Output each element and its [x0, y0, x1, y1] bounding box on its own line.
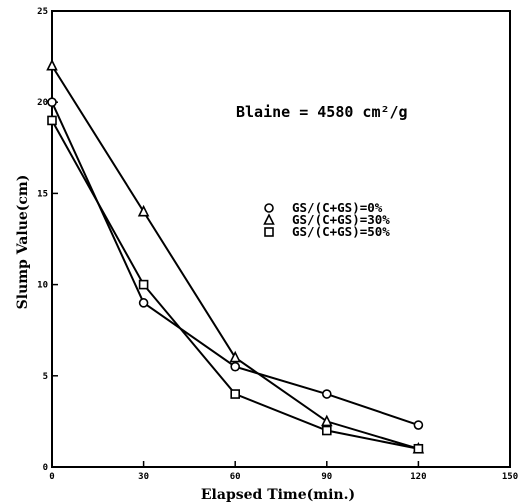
series-3	[47, 115, 424, 454]
legend-label: GS/(C+GS)=30%	[292, 212, 390, 227]
series-line	[51, 101, 419, 426]
legend-marker	[264, 227, 274, 237]
x-tick-label: 0	[49, 472, 54, 482]
data-point	[321, 389, 332, 399]
data-point	[321, 414, 333, 427]
legend-label: GS/(C+GS)=0%	[292, 200, 383, 215]
y-tick-label: 15	[37, 189, 48, 199]
y-tick-label: 20	[37, 98, 48, 108]
x-tick-label: 30	[138, 472, 149, 482]
series-line	[51, 119, 419, 450]
data-point	[46, 58, 58, 71]
data-point	[138, 279, 149, 290]
data-point	[137, 204, 150, 217]
data-point	[138, 298, 149, 308]
data-point	[230, 389, 240, 399]
series-1	[47, 97, 424, 430]
data-point	[413, 420, 424, 430]
y-tick-label: 10	[37, 281, 48, 291]
y-tick-label: 5	[43, 372, 48, 382]
series-2	[46, 58, 425, 454]
y-tick-label: 0	[43, 463, 48, 473]
data-point	[230, 361, 240, 372]
data-point	[229, 350, 241, 363]
data-point	[47, 115, 57, 126]
data-point	[413, 443, 424, 454]
x-axis-title: Elapsed Time(min.)	[201, 487, 355, 503]
x-tick-label: 150	[502, 472, 518, 482]
y-axis-title: Slump Value(cm)	[15, 175, 31, 310]
series-layer	[46, 58, 425, 454]
x-tick-label: 60	[230, 472, 241, 482]
legend-label: GS/(C+GS)=50%	[292, 224, 390, 239]
x-tick-label: 90	[321, 472, 332, 482]
legend: GS/(C+GS)=0%GS/(C+GS)=30%GS/(C+GS)=50%	[263, 200, 390, 239]
data-point	[47, 97, 57, 107]
data-point	[321, 425, 332, 436]
x-tick-label: 120	[410, 472, 426, 482]
plot-frame	[51, 10, 511, 468]
axes: 0 30 60 90 120 150 0 5 10 15 20 25	[37, 7, 518, 482]
legend-marker	[264, 203, 274, 213]
legend-marker	[263, 213, 275, 225]
y-tick-label: 25	[37, 7, 48, 17]
annotation-blaine: Blaine = 4580 cm²/g	[236, 103, 408, 121]
